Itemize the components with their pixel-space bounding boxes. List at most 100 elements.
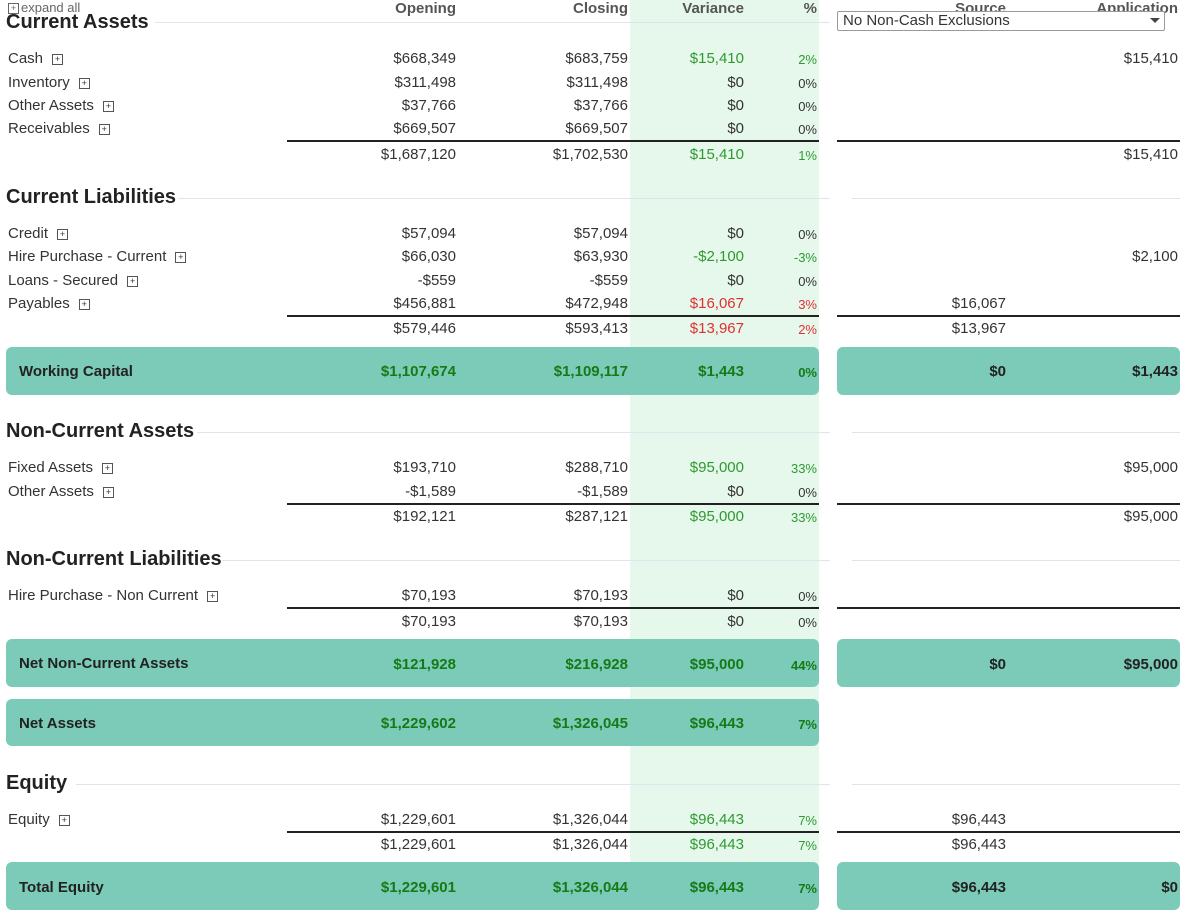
section-title-non-current-assets: Non-Current Assets — [6, 420, 195, 442]
working-capital-source: $0 — [989, 363, 1006, 380]
expand-icon[interactable]: + — [98, 124, 110, 135]
total-equity-label: Total Equity — [19, 879, 104, 896]
row-label-credit[interactable]: Credit + — [8, 225, 69, 242]
total-variance: $15,410 — [689, 146, 744, 163]
expand-icon[interactable]: + — [78, 299, 90, 310]
cell-closing: $288,710 — [565, 459, 628, 476]
net-assets-label: Net Assets — [19, 715, 96, 732]
cell-source: $16,067 — [951, 295, 1006, 312]
total-source: $96,443 — [951, 836, 1006, 853]
net-assets-band — [6, 699, 819, 746]
total-pct: 33% — [790, 510, 817, 525]
total-closing: $1,326,044 — [552, 836, 628, 853]
expand-icon[interactable]: + — [102, 487, 114, 498]
cell-opening: $311,498 — [394, 74, 456, 91]
section-divider — [852, 198, 1180, 199]
row-label-receivables[interactable]: Receivables + — [8, 120, 110, 137]
cell-opening: $57,094 — [401, 225, 456, 242]
total-closing: $287,121 — [565, 508, 628, 525]
net-non-current-assets-closing: $216,928 — [565, 656, 628, 673]
expand-icon[interactable]: + — [57, 229, 69, 240]
cell-opening: -$1,589 — [405, 483, 456, 500]
expand-icon[interactable]: + — [207, 591, 219, 602]
total-pct: 0% — [798, 615, 817, 630]
net-non-current-assets-opening: $121,928 — [393, 656, 456, 673]
total-rule — [837, 607, 1180, 609]
cell-opening: $668,349 — [393, 50, 456, 67]
total-equity-variance: $96,443 — [689, 879, 744, 896]
cell-pct: 0% — [798, 122, 817, 137]
cell-application: $15,410 — [1123, 50, 1178, 67]
section-divider — [76, 784, 830, 785]
cell-closing: $311,498 — [566, 74, 628, 91]
total-closing: $70,193 — [573, 613, 628, 630]
non-cash-exclusion-select[interactable]: No Non-Cash Exclusions — [837, 11, 1165, 31]
total-pct: 2% — [798, 322, 817, 337]
row-label-inventory[interactable]: Inventory + — [8, 74, 90, 91]
cell-opening: $193,710 — [393, 459, 456, 476]
row-label-fixed-assets[interactable]: Fixed Assets + — [8, 459, 114, 476]
section-divider — [852, 432, 1180, 433]
expand-icon[interactable]: + — [102, 463, 114, 474]
pct-header: % — [803, 0, 817, 17]
total-equity-closing: $1,326,044 — [552, 879, 628, 896]
cell-pct: 0% — [798, 485, 817, 500]
total-rule — [837, 140, 1180, 142]
row-label-other-assets[interactable]: Other Assets + — [8, 97, 114, 114]
working-capital-closing: $1,109,117 — [553, 363, 628, 380]
expand-icon[interactable]: + — [52, 54, 64, 65]
cell-pct: 0% — [798, 76, 817, 91]
total-equity-pct: 7% — [798, 881, 817, 896]
row-label-equity[interactable]: Equity + — [8, 811, 70, 828]
working-capital-opening: $1,107,674 — [380, 363, 456, 380]
section-divider — [197, 432, 830, 433]
cell-closing: $472,948 — [565, 295, 628, 312]
section-divider — [222, 560, 830, 561]
cell-variance: $0 — [727, 483, 744, 500]
cell-closing: $70,193 — [573, 587, 628, 604]
total-rule — [837, 315, 1180, 317]
expand-icon[interactable]: + — [102, 101, 114, 112]
total-closing: $593,413 — [565, 320, 628, 337]
row-label-hire-purchase-non-current[interactable]: Hire Purchase - Non Current + — [8, 587, 219, 604]
opening-header: Opening — [395, 0, 456, 17]
total-variance: $13,967 — [689, 320, 744, 337]
expand-all-button[interactable]: + expand all — [8, 0, 80, 15]
total-pct: 7% — [798, 838, 817, 853]
row-label-other-assets[interactable]: Other Assets + — [8, 483, 114, 500]
working-capital-label: Working Capital — [19, 363, 133, 380]
cell-variance: $95,000 — [689, 459, 744, 476]
expand-icon[interactable]: + — [175, 252, 187, 263]
working-capital-band — [6, 347, 819, 395]
cell-pct: 0% — [798, 274, 817, 289]
expand-icon[interactable]: + — [58, 815, 70, 826]
variance-column-highlight — [630, 0, 819, 902]
cell-closing: -$559 — [589, 272, 628, 289]
cell-opening: $37,766 — [401, 97, 456, 114]
row-label-hire-purchase-current[interactable]: Hire Purchase - Current + — [8, 248, 187, 265]
row-label-payables[interactable]: Payables + — [8, 295, 90, 312]
total-rule — [287, 503, 819, 505]
total-opening: $70,193 — [401, 613, 456, 630]
net-non-current-assets-application: $95,000 — [1123, 656, 1178, 673]
expand-all-label: expand all — [21, 0, 81, 15]
cell-closing: $63,930 — [573, 248, 628, 265]
row-label-cash[interactable]: Cash + — [8, 50, 64, 67]
total-opening: $579,446 — [393, 320, 456, 337]
total-rule — [287, 315, 819, 317]
expand-icon[interactable]: + — [127, 276, 139, 287]
working-capital-variance: $1,443 — [698, 363, 744, 380]
cell-closing: $57,094 — [573, 225, 628, 242]
cell-closing: $669,507 — [565, 120, 628, 137]
net-assets-opening: $1,229,602 — [380, 715, 456, 732]
net-assets-variance: $96,443 — [689, 715, 744, 732]
cell-variance: $0 — [727, 97, 744, 114]
select-value: No Non-Cash Exclusions — [843, 12, 1010, 29]
total-rule — [837, 831, 1180, 833]
cell-variance: $0 — [727, 225, 744, 242]
section-title-non-current-liabilities: Non-Current Liabilities — [6, 548, 222, 570]
section-title-equity: Equity — [6, 772, 68, 794]
row-label-loans-secured[interactable]: Loans - Secured + — [8, 272, 139, 289]
expand-icon[interactable]: + — [78, 78, 90, 89]
cell-closing: $1,326,044 — [552, 811, 628, 828]
